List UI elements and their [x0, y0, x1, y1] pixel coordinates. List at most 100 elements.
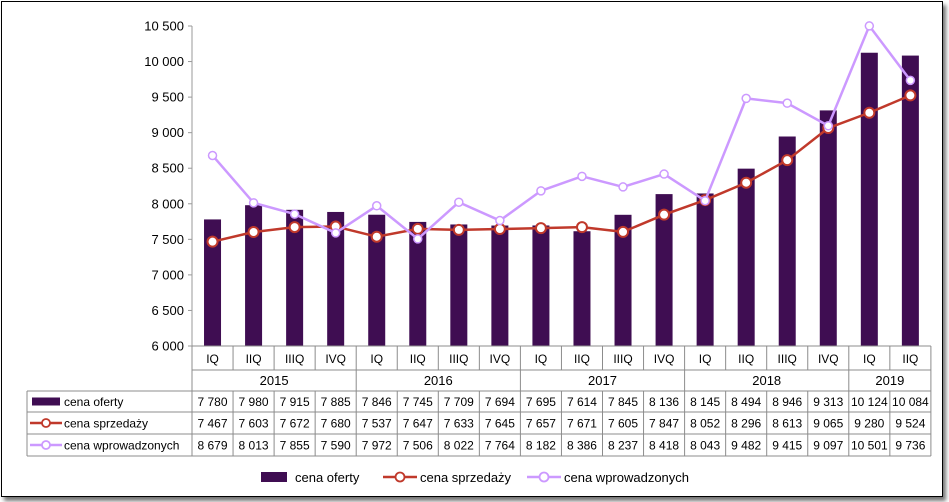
point [289, 209, 300, 219]
bar [491, 225, 509, 346]
row-label: cena sprzedaży [64, 417, 148, 431]
bar [204, 219, 222, 346]
cell-value: 7 672 [280, 417, 310, 431]
point [454, 197, 464, 207]
point [413, 234, 423, 244]
row-key [32, 397, 60, 406]
point [741, 93, 751, 104]
cell-value: 9 482 [731, 439, 761, 453]
bar-series [204, 52, 919, 347]
bar [901, 55, 919, 347]
cell-value: 7 845 [608, 395, 638, 409]
point [617, 225, 630, 238]
cell-value: 9 415 [772, 439, 802, 453]
quarter-label: IIIQ [449, 352, 468, 366]
point [823, 121, 834, 131]
legend-key [394, 471, 406, 483]
cell-value: 7 506 [403, 439, 433, 453]
bar [860, 52, 878, 346]
point [905, 75, 916, 86]
point [452, 223, 465, 236]
point [575, 221, 588, 234]
y-tick-label: 6 500 [151, 303, 184, 318]
bar [614, 214, 632, 346]
cell-value: 10 501 [851, 439, 888, 453]
cell-value: 8 679 [198, 439, 228, 453]
point [495, 215, 505, 226]
point [700, 195, 710, 206]
legend-label: cena wprowadzonych [564, 470, 689, 485]
bar [737, 168, 755, 346]
y-tick-label: 6 000 [151, 339, 184, 354]
cell-value: 8 946 [772, 395, 802, 409]
cell-value: 7 645 [485, 417, 515, 431]
cell-value: 7 603 [239, 417, 269, 431]
cell-value: 8 145 [690, 395, 720, 409]
point [618, 182, 628, 192]
quarter-label: IIQ [738, 352, 754, 366]
cell-value: 7 537 [362, 417, 392, 431]
quarter-label: IIQ [246, 352, 262, 366]
cell-value: 10 124 [851, 395, 888, 409]
cell-value: 7 671 [567, 417, 597, 431]
point [904, 89, 917, 102]
cell-value: 8 418 [649, 439, 679, 453]
bar [573, 231, 591, 346]
cell-value: 8 237 [608, 439, 638, 453]
cell-value: 7 846 [362, 395, 392, 409]
quarter-label: IVQ [818, 352, 839, 366]
bar [778, 136, 796, 346]
point [781, 154, 794, 167]
quarter-label: IIIQ [285, 352, 304, 366]
row-key [41, 418, 51, 428]
point [411, 222, 424, 235]
point [288, 221, 301, 234]
point [247, 226, 260, 239]
cell-value: 7 855 [280, 439, 310, 453]
quarter-label: IQ [370, 352, 383, 366]
legend-key [261, 472, 287, 482]
quarter-label: IVQ [654, 352, 675, 366]
cell-value: 7 885 [321, 395, 351, 409]
year-label: 2017 [588, 373, 617, 388]
quarter-label: IQ [863, 352, 876, 366]
y-tick-label: 10 500 [144, 19, 184, 34]
cell-value: 8 043 [690, 439, 720, 453]
bar [450, 224, 468, 346]
cell-value: 7 680 [321, 417, 351, 431]
cell-value: 8 613 [772, 417, 802, 431]
data-table: IQ IIQ IIIQ IVQ IQ IIQ IIIQ IVQ IQ IIQ IIIQ IVQ IQ II… [26, 345, 932, 457]
row-label: cena wprowadzonych [64, 439, 179, 453]
cell-value: 8 296 [731, 417, 761, 431]
point [370, 230, 383, 243]
bar [286, 209, 304, 346]
quarter-label: IIQ [574, 352, 590, 366]
bar [368, 214, 386, 346]
cell-value: 7 614 [567, 395, 597, 409]
cell-value: 7 745 [403, 395, 433, 409]
bar [655, 194, 673, 346]
bar [819, 110, 837, 346]
cell-value: 8 494 [731, 395, 761, 409]
cell-value: 9 097 [813, 439, 843, 453]
point [330, 228, 341, 238]
cell-value: 7 647 [403, 417, 433, 431]
cell-value: 9 065 [813, 417, 843, 431]
cell-value: 9 313 [813, 395, 843, 409]
cell-value: 8 052 [690, 417, 720, 431]
quarter-label: IIQ [410, 352, 426, 366]
quarter-label: IQ [699, 352, 712, 366]
cell-value: 7 657 [526, 417, 556, 431]
point [371, 201, 382, 211]
quarter-label: IIIQ [613, 352, 632, 366]
bar [327, 211, 345, 346]
y-tick-label: 7 500 [151, 232, 184, 247]
quarter-label: IVQ [325, 352, 346, 366]
cell-value: 9 736 [895, 439, 925, 453]
cell-value: 7 972 [362, 439, 392, 453]
cell-value: 8 136 [649, 395, 679, 409]
series-line [212, 94, 911, 243]
year-label: 2018 [752, 373, 781, 388]
point [207, 150, 218, 161]
